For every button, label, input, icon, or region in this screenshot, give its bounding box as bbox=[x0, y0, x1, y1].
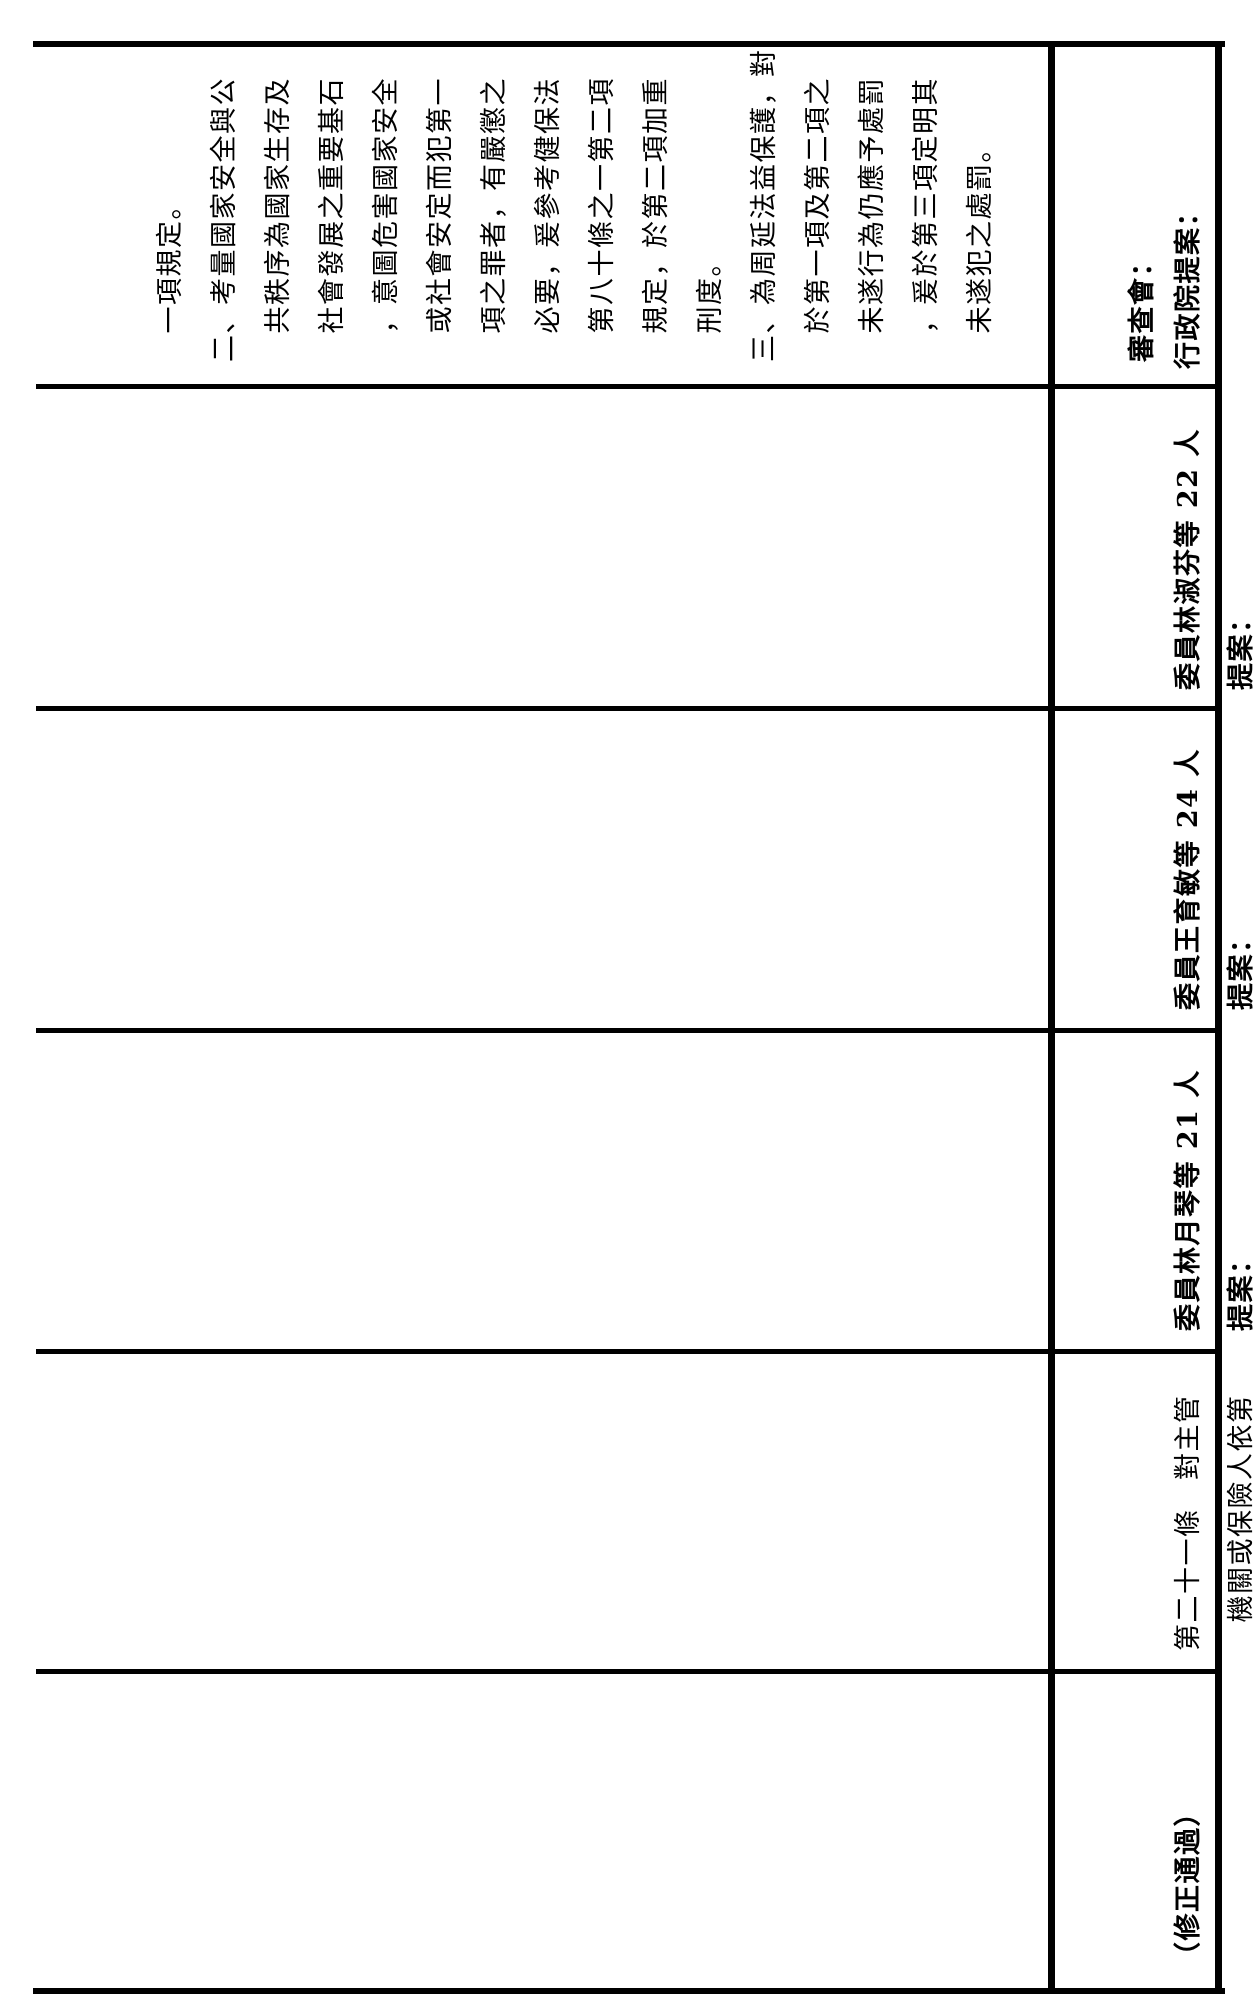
approved-label: （修正通過） bbox=[1173, 1798, 1204, 1969]
column-divider-3 bbox=[36, 1028, 1222, 1033]
lin-shu-fen-label: 委員林淑芬等 22 人 提案： bbox=[1173, 428, 1254, 690]
column-divider-1 bbox=[36, 1669, 1222, 1674]
explanation-body-text: 一項規定。 二、考量國家安全與公 共秩序為國家生存及 社會發展之重要基石 ，意圖… bbox=[155, 48, 996, 363]
table-border-left bbox=[33, 1988, 1225, 1994]
executive-proposal-label: 行政院提案： bbox=[1173, 198, 1204, 369]
cell-explanation-heading: 行政院提案： 一、健保資料相關資料 庫之核心資通系統係 bbox=[1056, 56, 1254, 369]
column-divider-5 bbox=[36, 384, 1222, 389]
cell-executive-yuan-article: 第二十一條 對主管 機關或保險人依第 六條第一項所建置 bbox=[1056, 1395, 1254, 1652]
column-divider-4 bbox=[36, 706, 1222, 711]
cell-lin-yueh-chin-proposal: 委員林月琴等 21 人 提案： 第二十一條 對主管 bbox=[1056, 1069, 1254, 1331]
cell-wang-yu-min-proposal: 委員王育敏等 24 人 提案： 第二十一條 對主管 bbox=[1056, 748, 1254, 1010]
executive-article-text: 第二十一條 對主管 機關或保險人依第 六條第一項所建置 bbox=[1173, 1394, 1254, 1652]
lin-yueh-chin-label: 委員林月琴等 21 人 提案： bbox=[1173, 1069, 1254, 1331]
cell-committee-approved-article: （修正通過） 第二十一條 對主管 機關或保險人依第 bbox=[1056, 1713, 1254, 1969]
column-divider-2 bbox=[36, 1349, 1222, 1354]
table-border-right bbox=[33, 41, 1225, 47]
cell-lin-shu-fen-proposal: 委員林淑芬等 22 人 提案： 第二十一條 對主管 bbox=[1056, 428, 1254, 690]
wang-yu-min-label: 委員王育敏等 24 人 提案： bbox=[1173, 748, 1254, 1010]
